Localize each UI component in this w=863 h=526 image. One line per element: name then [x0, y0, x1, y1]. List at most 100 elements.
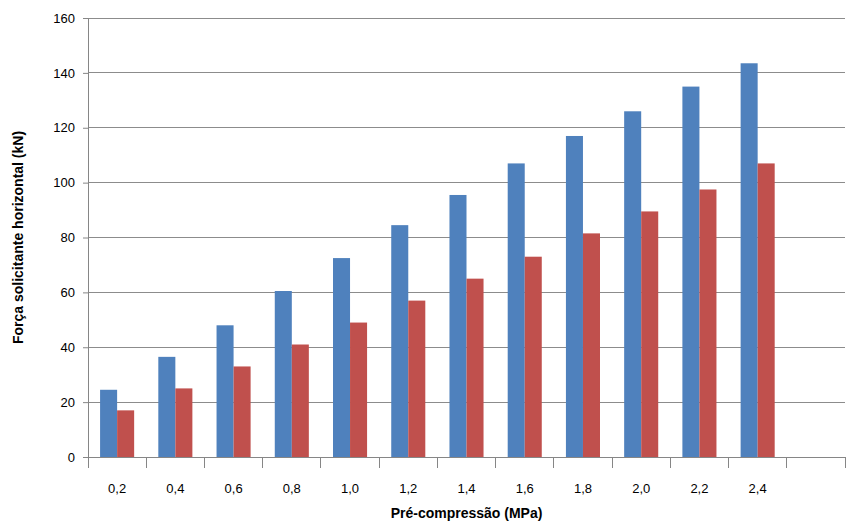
y-tick-mark	[83, 73, 88, 74]
bar	[583, 233, 600, 457]
grid	[88, 18, 845, 457]
x-tick: 1,4	[457, 457, 475, 496]
bar	[217, 325, 234, 457]
bar	[408, 301, 425, 457]
bar	[350, 323, 367, 457]
x-tick-label: 1,2	[399, 481, 417, 496]
bar	[158, 357, 175, 457]
x-separator	[553, 457, 554, 468]
plot-area: 0 20 40 60 80 100 120 140 160 0,2 0,4 0,6 0,8 1,0 1,2 1…	[53, 11, 845, 497]
y-tick-label: 140	[53, 66, 75, 81]
grid-line	[88, 127, 845, 128]
x-tick: 0,2	[108, 457, 126, 496]
grid-line	[88, 182, 845, 183]
x-tick: 2,4	[749, 457, 767, 496]
bar	[391, 225, 408, 457]
y-tick-label: 100	[53, 175, 75, 190]
series	[117, 163, 775, 457]
grid-line	[88, 72, 845, 73]
chart: 0 20 40 60 80 100 120 140 160 0,2 0,4 0,6 0,8 1,0 1,2 1…	[0, 0, 863, 526]
y-tick-mark	[83, 347, 88, 348]
y-tick: 160	[53, 11, 88, 26]
x-separator	[146, 457, 147, 468]
x-separator	[320, 457, 321, 468]
y-tick: 120	[53, 120, 88, 135]
y-axis: 0 20 40 60 80 100 120 140 160	[53, 11, 88, 465]
bar	[100, 390, 117, 457]
y-tick-label: 120	[53, 120, 75, 135]
x-tick: 1,2	[399, 457, 417, 496]
x-separators	[88, 457, 845, 468]
y-tick-mark	[83, 128, 88, 129]
y-tick-mark	[83, 238, 88, 239]
x-tick-label: 2,0	[632, 481, 650, 496]
y-tick-label: 0	[68, 450, 75, 465]
bar	[449, 195, 466, 457]
y-tick-label: 80	[61, 230, 75, 245]
x-tick-label: 1,8	[574, 481, 592, 496]
x-tick-label: 1,4	[457, 481, 475, 496]
y-tick-label: 20	[61, 395, 75, 410]
y-tick-label: 60	[61, 285, 75, 300]
x-tick-label: 0,4	[166, 481, 184, 496]
x-separator	[379, 457, 380, 468]
y-tick-label: 40	[61, 340, 75, 355]
x-separator	[845, 457, 846, 468]
x-tick: 2,0	[632, 457, 650, 496]
x-separator	[88, 457, 89, 468]
bar	[275, 291, 292, 457]
bar	[234, 366, 251, 457]
y-tick-mark	[83, 457, 88, 458]
series	[100, 63, 758, 457]
bar	[175, 388, 192, 457]
x-tick-label: 1,6	[516, 481, 534, 496]
y-tick-mark	[83, 183, 88, 184]
x-separator	[262, 457, 263, 468]
bar	[699, 189, 716, 457]
x-tick-label: 2,4	[749, 481, 767, 496]
bars	[100, 63, 775, 457]
x-separator	[612, 457, 613, 468]
y-tick-mark	[83, 402, 88, 403]
y-tick: 100	[53, 175, 88, 190]
y-tick-label: 160	[53, 11, 75, 26]
bar	[624, 111, 641, 457]
bar	[641, 211, 658, 457]
bar	[292, 345, 309, 457]
x-tick: 0,6	[225, 457, 243, 496]
y-tick: 140	[53, 66, 88, 81]
y-tick: 80	[61, 230, 88, 245]
y-tick: 60	[61, 285, 88, 300]
x-separator	[495, 457, 496, 468]
y-axis-title: Força solicitante horizontal (kN)	[10, 131, 26, 344]
x-tick-label: 0,2	[108, 481, 126, 496]
grid-line	[88, 18, 845, 19]
x-separator	[204, 457, 205, 468]
y-tick: 20	[61, 395, 88, 410]
x-tick-label: 1,0	[341, 481, 359, 496]
y-tick-mark	[83, 292, 88, 293]
bar	[741, 63, 758, 457]
x-tick-label: 0,6	[225, 481, 243, 496]
x-separator	[437, 457, 438, 468]
x-tick: 2,2	[690, 457, 708, 496]
x-axis-line	[89, 457, 846, 458]
bar	[525, 257, 542, 457]
x-axis: 0,2 0,4 0,6 0,8 1,0 1,2 1,4 1,6 1,8 2,0 2,2 2,4	[88, 457, 846, 496]
x-tick-label: 0,8	[283, 481, 301, 496]
x-separator	[670, 457, 671, 468]
bar	[758, 163, 775, 457]
bar	[467, 279, 484, 457]
bar	[117, 410, 134, 457]
x-tick: 0,4	[166, 457, 184, 496]
x-tick-label: 2,2	[690, 481, 708, 496]
y-axis-line	[83, 19, 89, 458]
x-separator	[728, 457, 729, 468]
y-tick: 40	[61, 340, 88, 355]
x-tick: 1,6	[516, 457, 534, 496]
bar	[508, 163, 525, 457]
x-axis-title: Pré-compressão (MPa)	[391, 505, 543, 521]
bar	[682, 87, 699, 457]
x-separator	[786, 457, 787, 468]
x-tick: 1,8	[574, 457, 592, 496]
